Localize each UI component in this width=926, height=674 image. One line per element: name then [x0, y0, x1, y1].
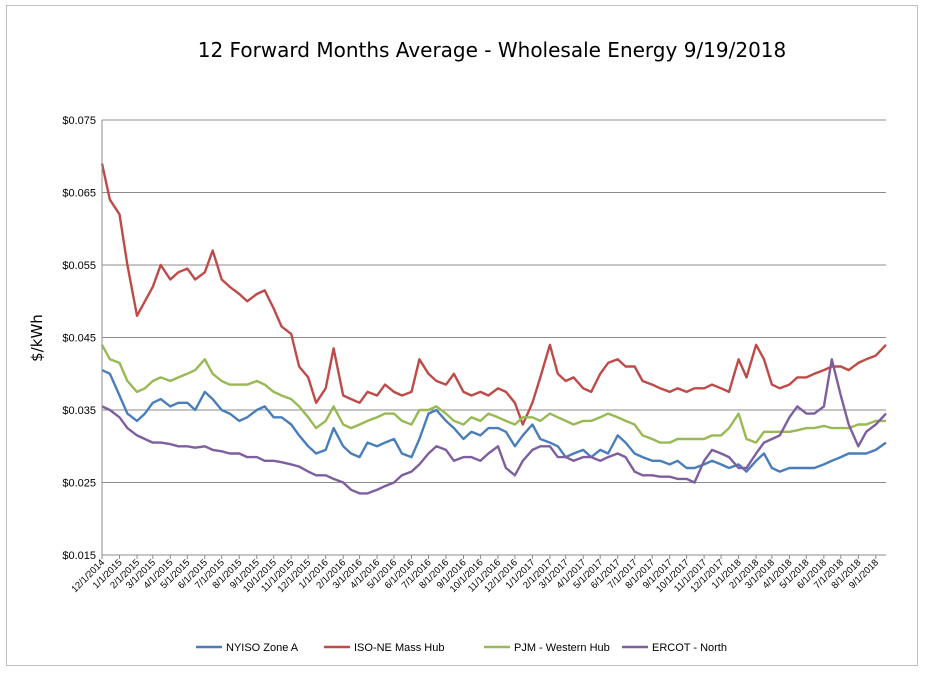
- y-tick-label: $0.015: [62, 550, 96, 562]
- legend-label-2: PJM - Western Hub: [514, 642, 610, 654]
- grid-lines: [102, 119, 886, 556]
- y-tick-label: $0.035: [62, 405, 96, 417]
- y-axis-label: $/kWh: [28, 314, 46, 362]
- legend-label-1: ISO-NE Mass Hub: [354, 642, 444, 654]
- y-tick-label: $0.045: [62, 333, 96, 345]
- axes: [101, 120, 886, 556]
- series-lines: [100, 163, 887, 495]
- chart-frame: [6, 5, 918, 666]
- y-tick-label: $0.055: [62, 260, 96, 272]
- series-line-3: [101, 358, 887, 495]
- y-axis-ticks: $0.075 $0.065 $0.055 $0.045 $0.035 $0.025 $0.0…: [62, 115, 96, 562]
- legend-label-0: NYISO Zone A: [226, 642, 299, 654]
- x-axis-ticks: 12/1/20141/1/20152/1/20153/1/20154/1/201…: [69, 555, 881, 595]
- series-line-1: [100, 163, 887, 426]
- legend-label-3: ERCOT - North: [652, 642, 727, 654]
- chart-title: 12 Forward Months Average - Wholesale En…: [198, 38, 787, 62]
- legend: NYISO Zone A ISO-NE Mass Hub PJM - Western…: [196, 642, 727, 654]
- y-tick-label: $0.075: [62, 115, 96, 127]
- y-tick-label: $0.025: [62, 478, 96, 490]
- series-line-0: [101, 369, 887, 473]
- y-tick-label: $0.065: [62, 188, 96, 200]
- series-line-2: [100, 344, 886, 444]
